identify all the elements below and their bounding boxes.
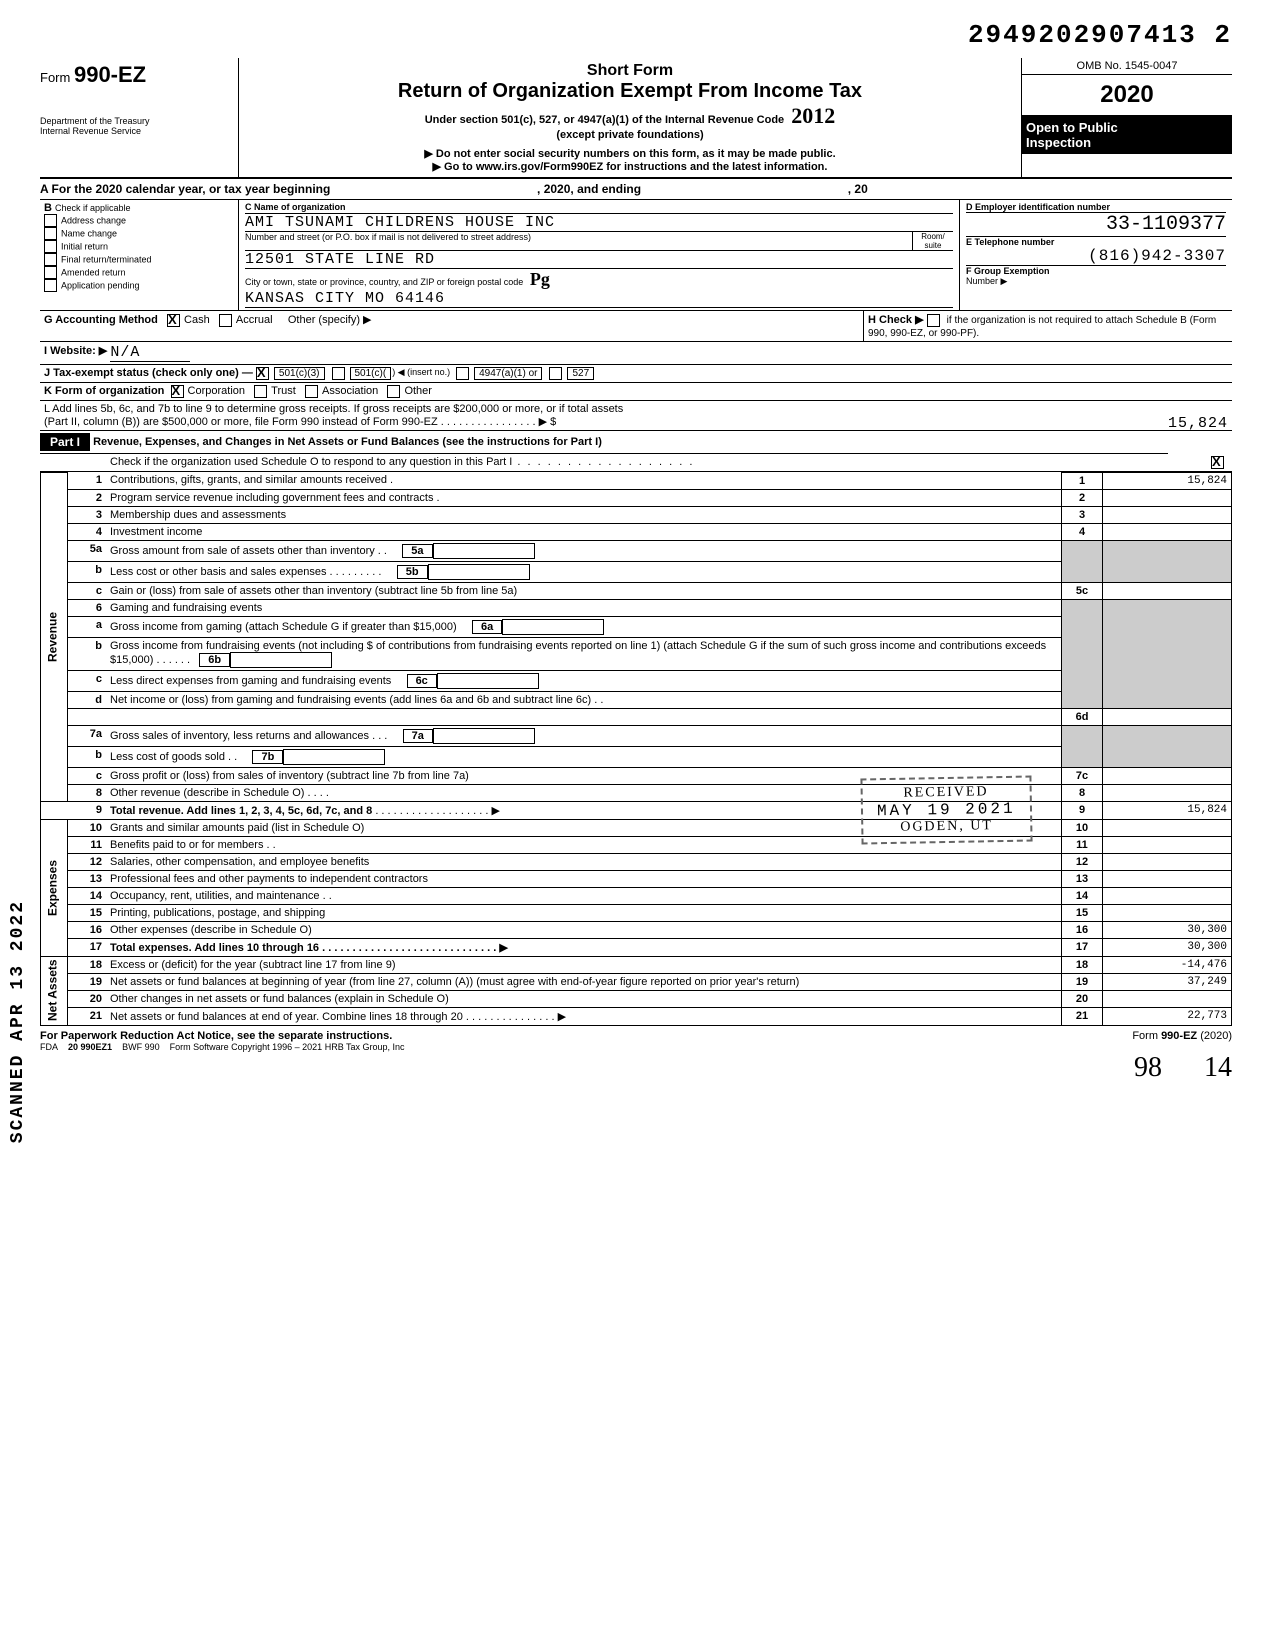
label-street: Number and street (or P.O. box if mail i…: [245, 232, 912, 250]
netassets-label: Net Assets: [41, 956, 68, 1025]
chk-cash[interactable]: [167, 314, 180, 327]
gross-receipts: 15,824: [1168, 415, 1228, 432]
title-main: Return of Organization Exempt From Incom…: [251, 80, 1009, 103]
part1-header: Part I: [40, 433, 90, 451]
tax-year: 2020: [1022, 75, 1232, 116]
title-under: Under section 501(c), 527, or 4947(a)(1)…: [425, 114, 784, 126]
chk-501c[interactable]: [332, 367, 345, 380]
dln-code: 2949202907413 2: [40, 20, 1232, 50]
chk-schedule-b[interactable]: [927, 314, 940, 327]
label-b: B: [44, 202, 52, 214]
label-e: E Telephone number: [966, 237, 1054, 247]
chk-initial[interactable]: [44, 240, 57, 253]
chk-assoc[interactable]: [305, 385, 318, 398]
chk-527[interactable]: [549, 367, 562, 380]
label-k: K Form of organization: [44, 385, 164, 398]
chk-corp[interactable]: [171, 385, 184, 398]
chk-pending[interactable]: [44, 279, 57, 292]
ein: 33-1109377: [966, 213, 1226, 236]
form-number: Form 990-EZ: [40, 62, 230, 88]
city-state-zip: KANSAS CITY MO 64146: [245, 290, 953, 308]
label-city: City or town, state or province, country…: [245, 269, 953, 290]
label-g: G Accounting Method: [44, 314, 158, 326]
line-l-2: (Part II, column (B)) are $500,000 or mo…: [44, 416, 556, 428]
paperwork-notice: For Paperwork Reduction Act Notice, see …: [40, 1030, 392, 1042]
open-public: Open to Public: [1026, 120, 1228, 135]
f-number: Number ▶: [966, 276, 1226, 287]
chk-schedule-o[interactable]: [1211, 456, 1224, 469]
bwf: BWF 990: [122, 1042, 160, 1052]
line-a: A For the 2020 calendar year, or tax yea…: [40, 179, 1232, 200]
form-footer: Form 990-EZ (2020): [1132, 1030, 1232, 1042]
dept-irs: Internal Revenue Service: [40, 126, 230, 136]
part1-title: Revenue, Expenses, and Changes in Net As…: [93, 436, 602, 448]
chk-trust[interactable]: [254, 385, 267, 398]
chk-accrual[interactable]: [219, 314, 232, 327]
lines-table: Revenue 1 Contributions, gifts, grants, …: [40, 472, 1232, 1026]
chk-address[interactable]: [44, 214, 57, 227]
received-stamp: RECEIVED MAY 19 2021 OGDEN, UT: [861, 775, 1033, 844]
label-i: I Website: ▶: [44, 344, 107, 362]
form-header: Form 990-EZ Department of the Treasury I…: [40, 58, 1232, 179]
title-short: Short Form: [251, 62, 1009, 80]
line-l-1: L Add lines 5b, 6c, and 7b to line 9 to …: [44, 403, 1228, 415]
chk-amended[interactable]: [44, 266, 57, 279]
label-d: D Employer identification number: [966, 202, 1110, 212]
note-goto: ▶ Go to www.irs.gov/Form990EZ for instru…: [251, 160, 1009, 173]
label-c: C Name of organization: [245, 202, 346, 212]
fda: FDA: [40, 1042, 58, 1052]
note-ssn: ▶ Do not enter social security numbers o…: [251, 147, 1009, 160]
label-h: H Check ▶: [868, 314, 924, 326]
label-j: J Tax-exempt status (check only one) —: [44, 367, 253, 380]
inspection: Inspection: [1026, 135, 1228, 150]
website: N/A: [110, 344, 190, 362]
label-room: Room/ suite: [912, 232, 953, 250]
handwritten-year: 2012: [791, 103, 835, 129]
part1-check-text: Check if the organization used Schedule …: [110, 456, 512, 468]
omb-no: OMB No. 1545-0047: [1022, 58, 1232, 75]
revenue-label: Revenue: [41, 472, 68, 801]
chk-4947[interactable]: [456, 367, 469, 380]
handwritten-pagenum: 98 14: [40, 1052, 1232, 1084]
dept-treasury: Department of the Treasury: [40, 116, 230, 126]
fda2: 20 990EZ1: [68, 1042, 112, 1052]
title-except: (except private foundations): [251, 129, 1009, 141]
scanned-stamp: SCANNED APR 13 2022: [8, 900, 28, 1143]
chk-final[interactable]: [44, 253, 57, 266]
section-bcd: B Check if applicable Address change Nam…: [40, 200, 1232, 311]
copyright: Form Software Copyright 1996 – 2021 HRB …: [170, 1042, 405, 1052]
expenses-label: Expenses: [41, 819, 68, 956]
chk-name[interactable]: [44, 227, 57, 240]
label-f: F Group Exemption: [966, 266, 1050, 276]
chk-other-org[interactable]: [387, 385, 400, 398]
street-address: 12501 STATE LINE RD: [245, 251, 953, 269]
org-name: AMI TSUNAMI CHILDRENS HOUSE INC: [245, 214, 953, 232]
chk-501c3[interactable]: [256, 367, 269, 380]
telephone: (816)942-3307: [966, 247, 1226, 265]
